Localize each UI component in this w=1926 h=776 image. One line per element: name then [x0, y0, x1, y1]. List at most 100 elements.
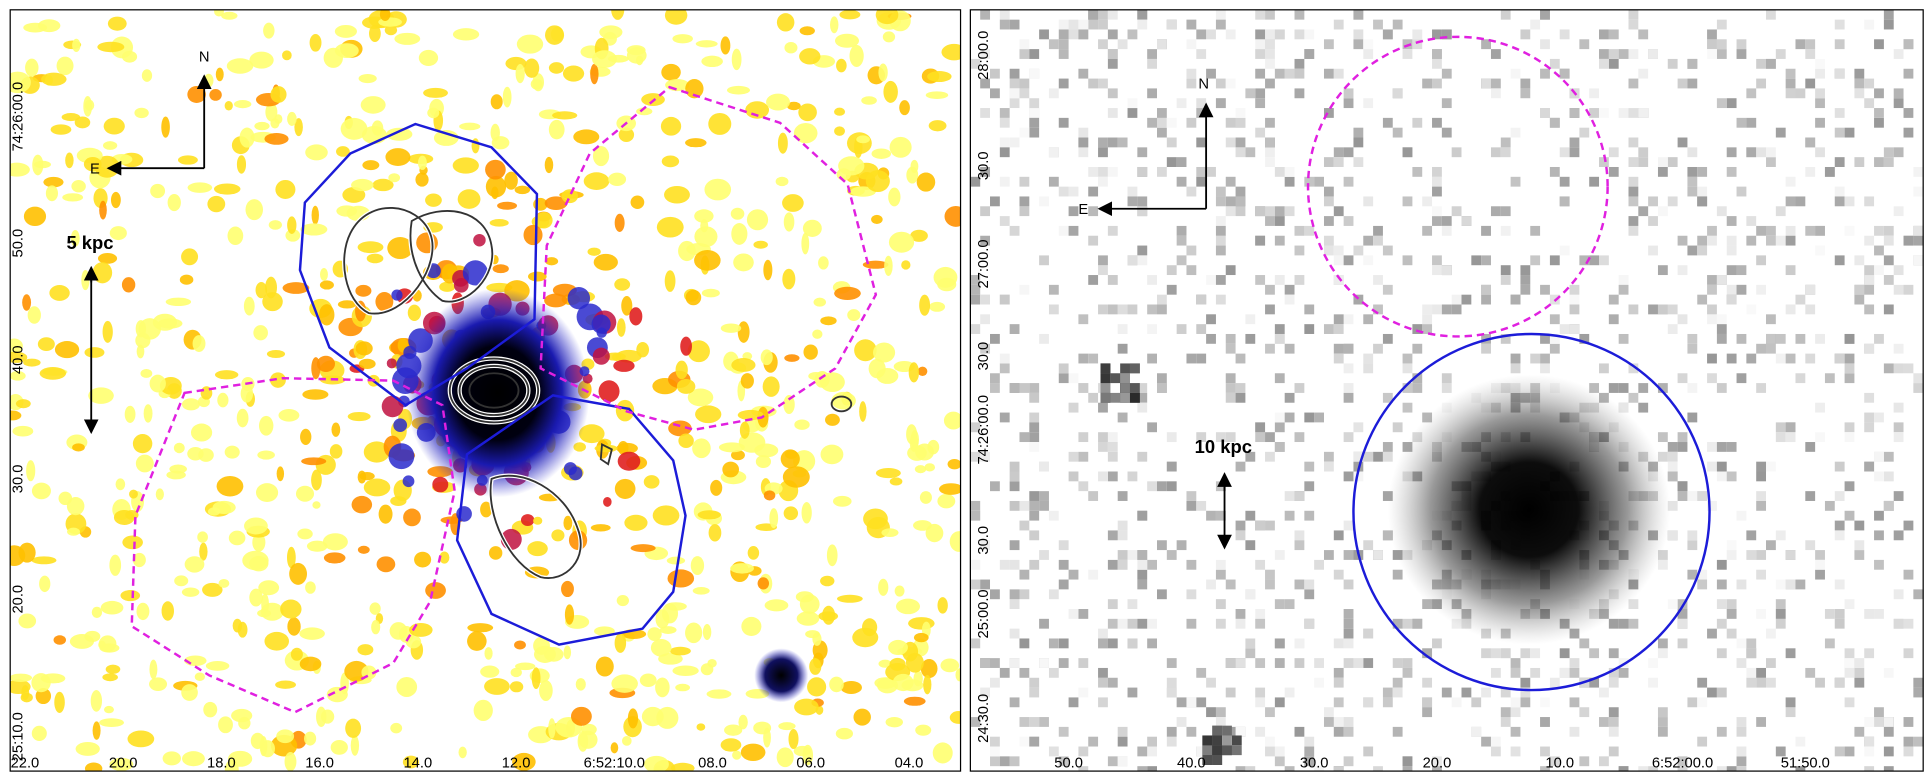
- pixel: [1058, 117, 1069, 128]
- xray-blob: [109, 226, 127, 241]
- xray-blob: [836, 168, 851, 181]
- pixel: [1343, 98, 1354, 109]
- pixel: [1707, 314, 1717, 325]
- xray-blob: [224, 445, 240, 459]
- pixel: [1304, 579, 1315, 590]
- xray-blob: [732, 750, 742, 760]
- pixel: [980, 343, 991, 354]
- pixel: [1766, 540, 1776, 551]
- pixel: [1510, 353, 1521, 364]
- pixel: [1117, 491, 1128, 501]
- pixel: [1834, 618, 1845, 629]
- xray-blob: [740, 373, 754, 389]
- pixel: [1481, 284, 1491, 295]
- pixel: [1235, 609, 1246, 619]
- pixel: [1618, 275, 1629, 285]
- pixel: [1736, 766, 1747, 772]
- xray-blob: [99, 643, 120, 653]
- pixel: [1304, 29, 1315, 40]
- pixel: [1903, 68, 1914, 79]
- xray-blob: [738, 714, 748, 730]
- pixel: [1667, 461, 1678, 472]
- pixel: [1382, 697, 1393, 708]
- pixel: [1520, 29, 1531, 40]
- pixel: [1255, 49, 1266, 59]
- xray-blob: [763, 259, 773, 281]
- pixel: [1186, 78, 1197, 89]
- xray-blob: [608, 172, 627, 186]
- pixel: [990, 756, 1000, 767]
- pixel: [1657, 451, 1668, 462]
- xray-blob: [165, 297, 192, 307]
- xray-blob: [782, 268, 796, 290]
- xray-blob: [45, 185, 59, 202]
- pixel: [1343, 343, 1354, 354]
- xray-blob: [610, 742, 619, 754]
- pixel: [1432, 638, 1442, 649]
- pixel: [1078, 658, 1089, 668]
- xray-blob: [932, 742, 953, 764]
- pixel: [1009, 658, 1020, 668]
- y-coordinate-label: 25:00.0: [976, 589, 992, 638]
- xray-blob: [216, 475, 244, 497]
- pixel: [1068, 29, 1079, 40]
- pixel: [1707, 304, 1717, 315]
- pixel: [1363, 353, 1374, 364]
- pixel: [1913, 383, 1924, 393]
- pixel: [1510, 746, 1521, 757]
- xray-blob: [622, 735, 632, 746]
- pixel: [1874, 510, 1884, 521]
- pixel: [1274, 68, 1285, 79]
- xray-blob: [70, 230, 80, 247]
- xray-blob: [726, 85, 751, 95]
- pixel: [1854, 294, 1865, 305]
- xray-blob: [299, 656, 322, 672]
- pixel: [1697, 491, 1708, 501]
- pixel: [1844, 599, 1855, 610]
- pixel: [1212, 755, 1223, 765]
- xray-blob: [107, 16, 127, 31]
- pixel: [1412, 373, 1423, 384]
- pixel: [1196, 746, 1207, 757]
- x-coordinate-label: 51:50.0: [1781, 756, 1830, 772]
- pixel: [999, 117, 1010, 128]
- xray-blob: [914, 465, 927, 474]
- east-label: E: [1078, 202, 1088, 218]
- pixel: [1726, 599, 1737, 610]
- pixel: [1048, 667, 1059, 678]
- pixel: [990, 88, 1000, 99]
- pixel: [1667, 500, 1678, 511]
- xray-blob: [685, 79, 704, 99]
- pixel: [1048, 147, 1059, 158]
- pixel: [1815, 333, 1825, 344]
- pixel: [1716, 39, 1727, 50]
- xray-blob: [692, 438, 711, 459]
- pixel: [1363, 746, 1374, 757]
- pixel: [1137, 618, 1148, 629]
- pixel: [1540, 108, 1550, 118]
- xray-blob: [881, 528, 899, 538]
- xray-blob: [243, 296, 255, 316]
- pixel: [1107, 530, 1118, 541]
- pixel: [1657, 157, 1668, 167]
- pixel: [1844, 481, 1855, 492]
- xray-blob: [299, 627, 325, 640]
- pixel: [1048, 284, 1059, 295]
- pixel: [1589, 255, 1600, 266]
- pixel: [1844, 648, 1855, 659]
- pixel: [1844, 746, 1855, 757]
- xray-blob: [733, 253, 754, 272]
- pixel: [1231, 745, 1242, 756]
- pixel: [1373, 451, 1383, 462]
- pixel: [1304, 304, 1315, 315]
- xray-blob: [676, 378, 696, 394]
- pixel: [1667, 304, 1678, 315]
- xray-blob: [276, 729, 295, 744]
- pixel: [1215, 559, 1226, 570]
- pixel: [1373, 275, 1383, 285]
- pixel: [1265, 137, 1275, 148]
- xray-blob: [31, 725, 47, 742]
- pixel: [1441, 216, 1452, 226]
- pixel: [990, 333, 1000, 344]
- pixel: [1265, 579, 1275, 590]
